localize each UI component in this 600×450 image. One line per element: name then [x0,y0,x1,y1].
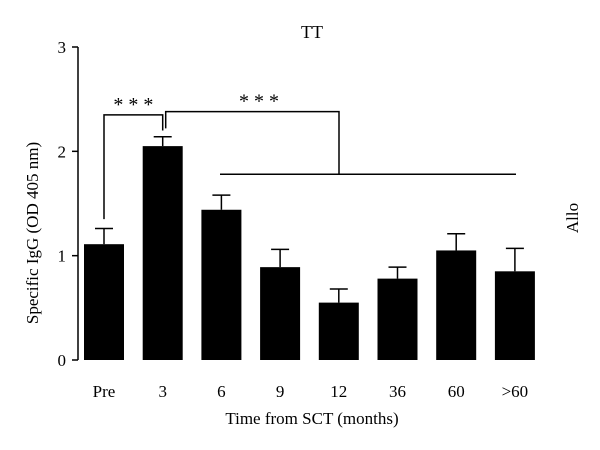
bar-5 [377,278,418,360]
x-tick-label: Pre [93,382,116,401]
x-tick-label: 60 [448,382,465,401]
significance-label-2: * * * [239,91,279,113]
side-label: Allo [563,203,582,233]
x-tick-label: 12 [330,382,347,401]
y-tick-label: 0 [58,351,67,370]
chart-title: TT [301,22,323,42]
x-tick-label: 36 [389,382,406,401]
bar-0 [84,244,124,360]
x-tick-label: 3 [158,382,167,401]
x-tick-label: 6 [217,382,226,401]
y-axis-label: Specific IgG (OD 405 nm) [23,142,42,324]
bar-2 [201,209,242,360]
bar-6 [436,250,477,360]
significance-bracket-2 [164,110,340,175]
x-tick-label: >60 [502,382,529,401]
y-tick-label: 2 [58,142,67,161]
bar-1 [142,146,183,360]
bar-3 [260,267,301,360]
y-tick-label: 3 [58,38,67,57]
significance-label-1: * * * [113,94,153,116]
significance-bracket-1 [103,114,164,220]
bar-4 [318,302,359,360]
x-axis-label: Time from SCT (months) [225,409,398,428]
x-tick-label: 9 [276,382,285,401]
y-tick-label: 1 [58,247,67,266]
bar-7 [494,271,535,360]
